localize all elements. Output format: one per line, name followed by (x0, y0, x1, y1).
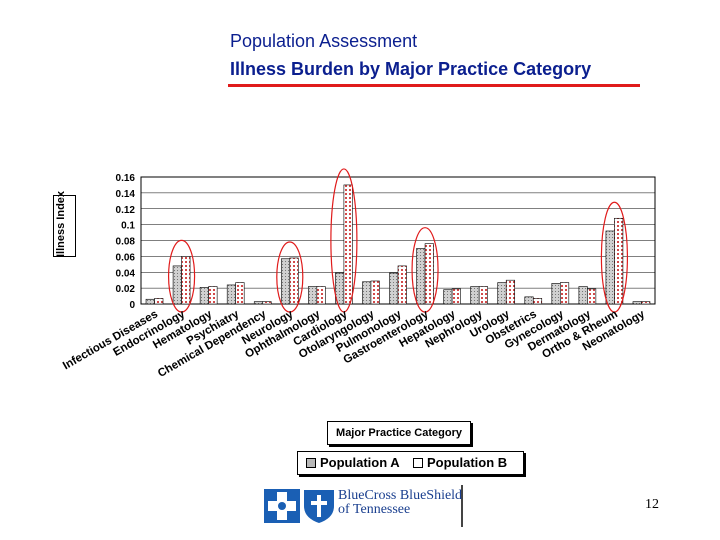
bar-population-a (280, 258, 291, 305)
highlight-ellipse (276, 241, 304, 313)
legend-label-b: Population B (427, 455, 508, 470)
legend-swatch-a (306, 458, 316, 468)
y-tick-label: 0.1 (121, 221, 135, 232)
bar-population-a (226, 284, 236, 305)
bar-population-a (416, 248, 426, 305)
y-tick-label: 0 (129, 300, 135, 311)
y-tick-label: 0.12 (116, 205, 136, 216)
blue-cross-icon (264, 489, 300, 523)
bar-population-b (262, 301, 272, 305)
chart-legend: Population A Population B (297, 451, 524, 475)
y-tick-label: 0.06 (116, 252, 136, 263)
bar-population-a (199, 287, 209, 305)
blue-shield-icon (304, 490, 334, 523)
y-tick-label: 0.08 (116, 237, 136, 248)
bar-population-b (343, 184, 353, 305)
legend-item-population-a: Population A (306, 452, 400, 474)
slide-title: Illness Burden by Major Practice Categor… (230, 59, 592, 79)
bar-population-a (253, 301, 264, 305)
logo-wordmark: BlueCross BlueShield of Tennessee (338, 489, 462, 517)
bar-population-b (316, 286, 326, 305)
bar-population-a (497, 282, 507, 305)
bar-population-a (524, 296, 534, 305)
bar-population-b (181, 256, 191, 305)
x-axis-label: Major Practice Category (327, 421, 471, 445)
company-logo: BlueCross BlueShield of Tennessee (262, 485, 463, 527)
bar-population-a (145, 298, 155, 305)
bar-population-a (172, 265, 182, 305)
bar-population-b (641, 301, 651, 305)
highlight-ellipse (330, 168, 358, 313)
legend-swatch-b (413, 458, 423, 468)
bar-population-b (614, 217, 624, 305)
bar-population-b (505, 279, 516, 305)
slide-subtitle: Population Assessment (230, 31, 418, 51)
logo-text-line2: of Tennessee (338, 502, 411, 517)
bar-population-b (370, 280, 380, 305)
highlight-ellipse (600, 201, 629, 313)
bar-population-b (587, 288, 597, 305)
bar-population-b (424, 243, 434, 305)
legend-item-population-b: Population B (413, 452, 507, 474)
bar-population-a (362, 281, 372, 305)
bar-population-b (235, 282, 245, 305)
bar-population-b (560, 282, 570, 305)
bar-population-a (470, 286, 480, 305)
bar-population-b (289, 257, 299, 305)
bar-population-b (451, 288, 461, 305)
title-underline (228, 84, 640, 87)
y-tick-label: 0.02 (116, 284, 136, 295)
page-number: 12 (645, 497, 659, 512)
legend-label-a: Population A (320, 455, 400, 470)
bar-population-a (308, 286, 318, 305)
bar-population-a (632, 301, 642, 305)
y-axis-label-box (53, 195, 76, 257)
highlight-ellipse (167, 239, 196, 313)
y-tick-label: 0.14 (116, 189, 136, 200)
bar-population-b (208, 286, 218, 305)
bar-population-b (154, 298, 164, 305)
y-tick-label: 0.04 (116, 268, 136, 279)
bar-population-a (578, 286, 588, 305)
logo-text-line1: BlueCross BlueShield (338, 488, 463, 503)
bar-population-a (551, 283, 561, 305)
highlight-ellipse (411, 227, 439, 313)
y-tick-label: 0.16 (116, 173, 136, 184)
bar-population-a (443, 289, 453, 305)
bar-population-b (478, 286, 488, 305)
bar-population-a (605, 230, 615, 305)
bar-population-a (389, 272, 399, 305)
bar-population-b (532, 298, 543, 305)
bar-population-b (397, 265, 407, 305)
